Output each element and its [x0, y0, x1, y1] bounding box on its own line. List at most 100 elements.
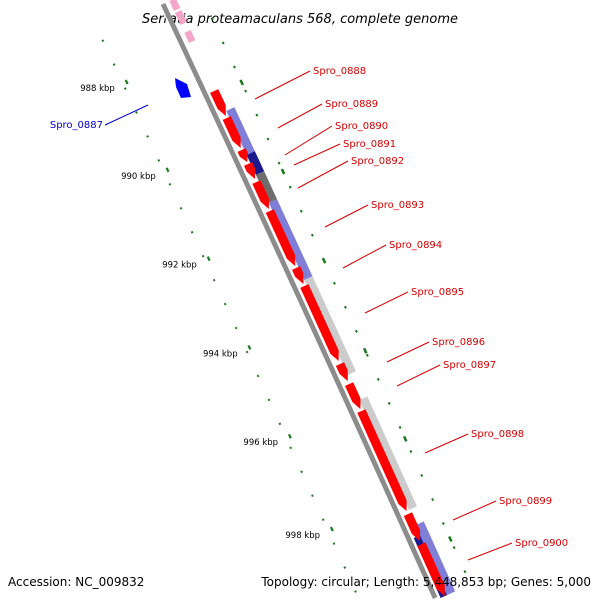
gene-label: Spro_0899: [499, 496, 552, 507]
label-leader-line: [104, 104, 149, 126]
minor-tick: [212, 278, 216, 282]
kbp-label: 992 kbp: [162, 261, 197, 271]
gene-arrow: [357, 409, 407, 512]
minor-tick: [354, 590, 357, 593]
minor-tick: [179, 206, 183, 210]
gene-label: Spro_0891: [343, 139, 396, 150]
minor-tick: [289, 446, 293, 450]
feature-bar: [255, 171, 278, 203]
gene-arrow-reverse: [175, 78, 191, 98]
feature-bar: [359, 396, 418, 511]
minor-tick: [333, 281, 336, 285]
minor-tick: [223, 302, 227, 306]
feature-bar: [304, 276, 356, 376]
major-tick: [280, 168, 286, 175]
label-leader-line: [452, 500, 497, 521]
label-leader-line: [254, 70, 311, 100]
major-tick: [206, 256, 211, 262]
gene-arrow: [244, 162, 256, 180]
major-tick: [165, 167, 170, 173]
minor-tick: [277, 161, 281, 165]
label-leader-line: [386, 341, 430, 363]
feature-bar: [184, 30, 196, 44]
minor-tick: [288, 185, 292, 189]
gene-label: Spro_0887: [50, 120, 103, 131]
minor-tick: [354, 329, 358, 333]
kbp-label: 988 kbp: [80, 84, 115, 94]
major-tick: [448, 535, 453, 542]
gene-label: Spro_0893: [371, 200, 424, 211]
gene-arrow: [252, 180, 269, 210]
minor-tick: [441, 522, 445, 526]
minor-tick: [112, 63, 116, 66]
major-tick: [124, 79, 129, 85]
minor-tick: [365, 353, 369, 357]
minor-tick: [321, 518, 325, 521]
feature-bar: [169, 0, 181, 12]
minor-tick: [310, 233, 314, 237]
gene-arrow: [210, 89, 226, 116]
minor-tick: [299, 209, 303, 213]
label-leader-line: [364, 291, 409, 314]
minor-tick: [409, 449, 413, 453]
label-leader-line: [467, 542, 513, 561]
minor-tick: [398, 425, 402, 429]
minor-tick: [420, 473, 424, 477]
major-tick: [362, 347, 368, 354]
gene-label: Spro_0897: [443, 360, 496, 371]
gene-arrow: [237, 148, 248, 163]
minor-tick: [452, 546, 456, 550]
label-leader-line: [396, 364, 441, 387]
gene-label: Spro_0888: [313, 66, 366, 77]
minor-tick: [146, 135, 149, 138]
gene-label: Spro_0900: [515, 538, 568, 549]
gene-arrow: [335, 362, 348, 382]
minor-tick: [190, 230, 194, 234]
kbp-label: 998 kbp: [285, 531, 320, 541]
gene-arrow: [222, 116, 241, 149]
kbp-label: 996 kbp: [243, 438, 278, 448]
minor-tick: [256, 374, 260, 378]
minor-tick: [332, 542, 336, 545]
major-tick: [402, 435, 408, 442]
minor-tick: [311, 494, 314, 498]
gene-label: Spro_0895: [411, 287, 464, 298]
minor-tick: [101, 39, 105, 42]
accession-label: Accession: NC_009832: [8, 575, 144, 589]
minor-tick: [376, 377, 380, 381]
gene-label: Spro_0898: [471, 429, 524, 440]
minor-tick: [201, 254, 205, 258]
feature-bar: [174, 10, 187, 26]
minor-tick: [300, 470, 303, 474]
label-leader-line: [284, 125, 333, 156]
minor-tick: [343, 566, 347, 569]
major-tick: [239, 79, 244, 86]
major-tick: [321, 257, 327, 264]
backbone-edge: [159, 5, 433, 600]
minor-tick: [244, 89, 248, 93]
minor-tick: [267, 398, 271, 402]
major-tick: [287, 433, 292, 439]
gene-arrow: [291, 266, 304, 285]
minor-tick: [431, 497, 435, 502]
genome-summary: Topology: circular; Length: 5,448,853 bp…: [260, 575, 591, 589]
gene-arrow: [345, 382, 361, 410]
minor-tick: [234, 326, 238, 330]
minor-tick: [233, 65, 236, 69]
minor-tick: [245, 350, 249, 354]
minor-tick: [168, 183, 172, 186]
genome-backbone: [160, 2, 438, 600]
gene-arrow: [265, 209, 296, 267]
gene-label: Spro_0890: [335, 121, 388, 132]
map-layer: 988 kbp 990 kbp 992 kbp 994 kbp 996 kbp 998 k…: [50, 0, 568, 600]
feature-bar: [415, 521, 456, 596]
kbp-label: 994 kbp: [203, 349, 238, 359]
label-leader-line: [293, 143, 341, 166]
gene-arrow: [417, 542, 445, 597]
major-tick: [247, 344, 252, 350]
feature-bar: [226, 107, 255, 155]
minor-tick: [210, 17, 214, 21]
minor-tick: [157, 159, 161, 162]
feature-bar: [268, 199, 313, 280]
